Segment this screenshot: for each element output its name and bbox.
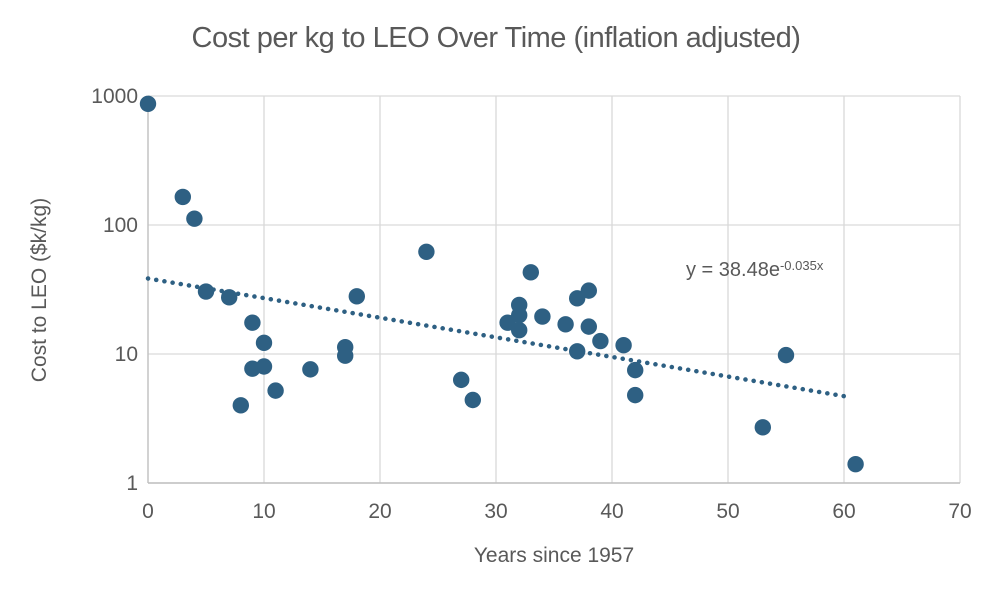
data-point — [580, 318, 597, 335]
data-point — [197, 283, 215, 300]
equation-base: y = 38.48e — [686, 259, 780, 281]
data-point — [337, 347, 354, 364]
data-point — [534, 308, 551, 325]
trendline — [145, 276, 847, 399]
trendline-equation: y = 38.48e-0.035x — [686, 258, 823, 282]
equation-exponent: -0.035x — [779, 258, 824, 273]
data-point — [522, 264, 539, 281]
y-tick-label: 10 — [115, 343, 138, 366]
y-tick-label: 1 — [126, 472, 138, 495]
data-point — [511, 306, 528, 324]
data-point — [511, 321, 528, 339]
data-point — [592, 332, 609, 350]
data-point — [255, 334, 273, 352]
data-point — [139, 95, 157, 113]
data-point — [418, 243, 435, 260]
data-point — [627, 361, 644, 379]
x-tick-label: 0 — [142, 500, 154, 523]
data-point — [569, 290, 586, 307]
data-point — [754, 419, 771, 436]
x-tick-label: 50 — [716, 500, 739, 523]
y-tick-label: 1000 — [91, 85, 138, 108]
data-point — [569, 343, 586, 360]
x-tick-label: 70 — [948, 500, 971, 523]
data-point — [580, 282, 597, 299]
x-tick-label: 60 — [832, 500, 855, 523]
data-point — [499, 314, 516, 331]
x-axis-title: Years since 1957 — [473, 544, 635, 567]
data-point — [267, 382, 284, 399]
data-point — [627, 386, 644, 404]
y-axis-title: Cost to LEO ($k/kg) — [28, 197, 51, 383]
data-point — [777, 346, 795, 364]
data-point — [847, 455, 864, 473]
data-point — [302, 361, 319, 378]
x-tick-label: 30 — [484, 500, 507, 523]
x-tick-label: 40 — [600, 500, 623, 523]
data-point — [244, 314, 261, 331]
x-tick-label: 10 — [252, 500, 275, 523]
y-tick-label: 100 — [103, 214, 138, 237]
data-point — [221, 289, 238, 306]
data-point — [464, 391, 481, 409]
data-point — [255, 358, 273, 375]
x-tick-label: 20 — [368, 500, 391, 523]
data-point — [348, 288, 365, 305]
chart-title: Cost per kg to LEO Over Time (inflation … — [191, 22, 801, 54]
data-point — [615, 337, 632, 354]
data-point — [174, 188, 191, 206]
data-point — [557, 316, 574, 333]
data-point — [453, 371, 470, 389]
data-point — [186, 210, 203, 227]
data-point — [232, 397, 249, 414]
